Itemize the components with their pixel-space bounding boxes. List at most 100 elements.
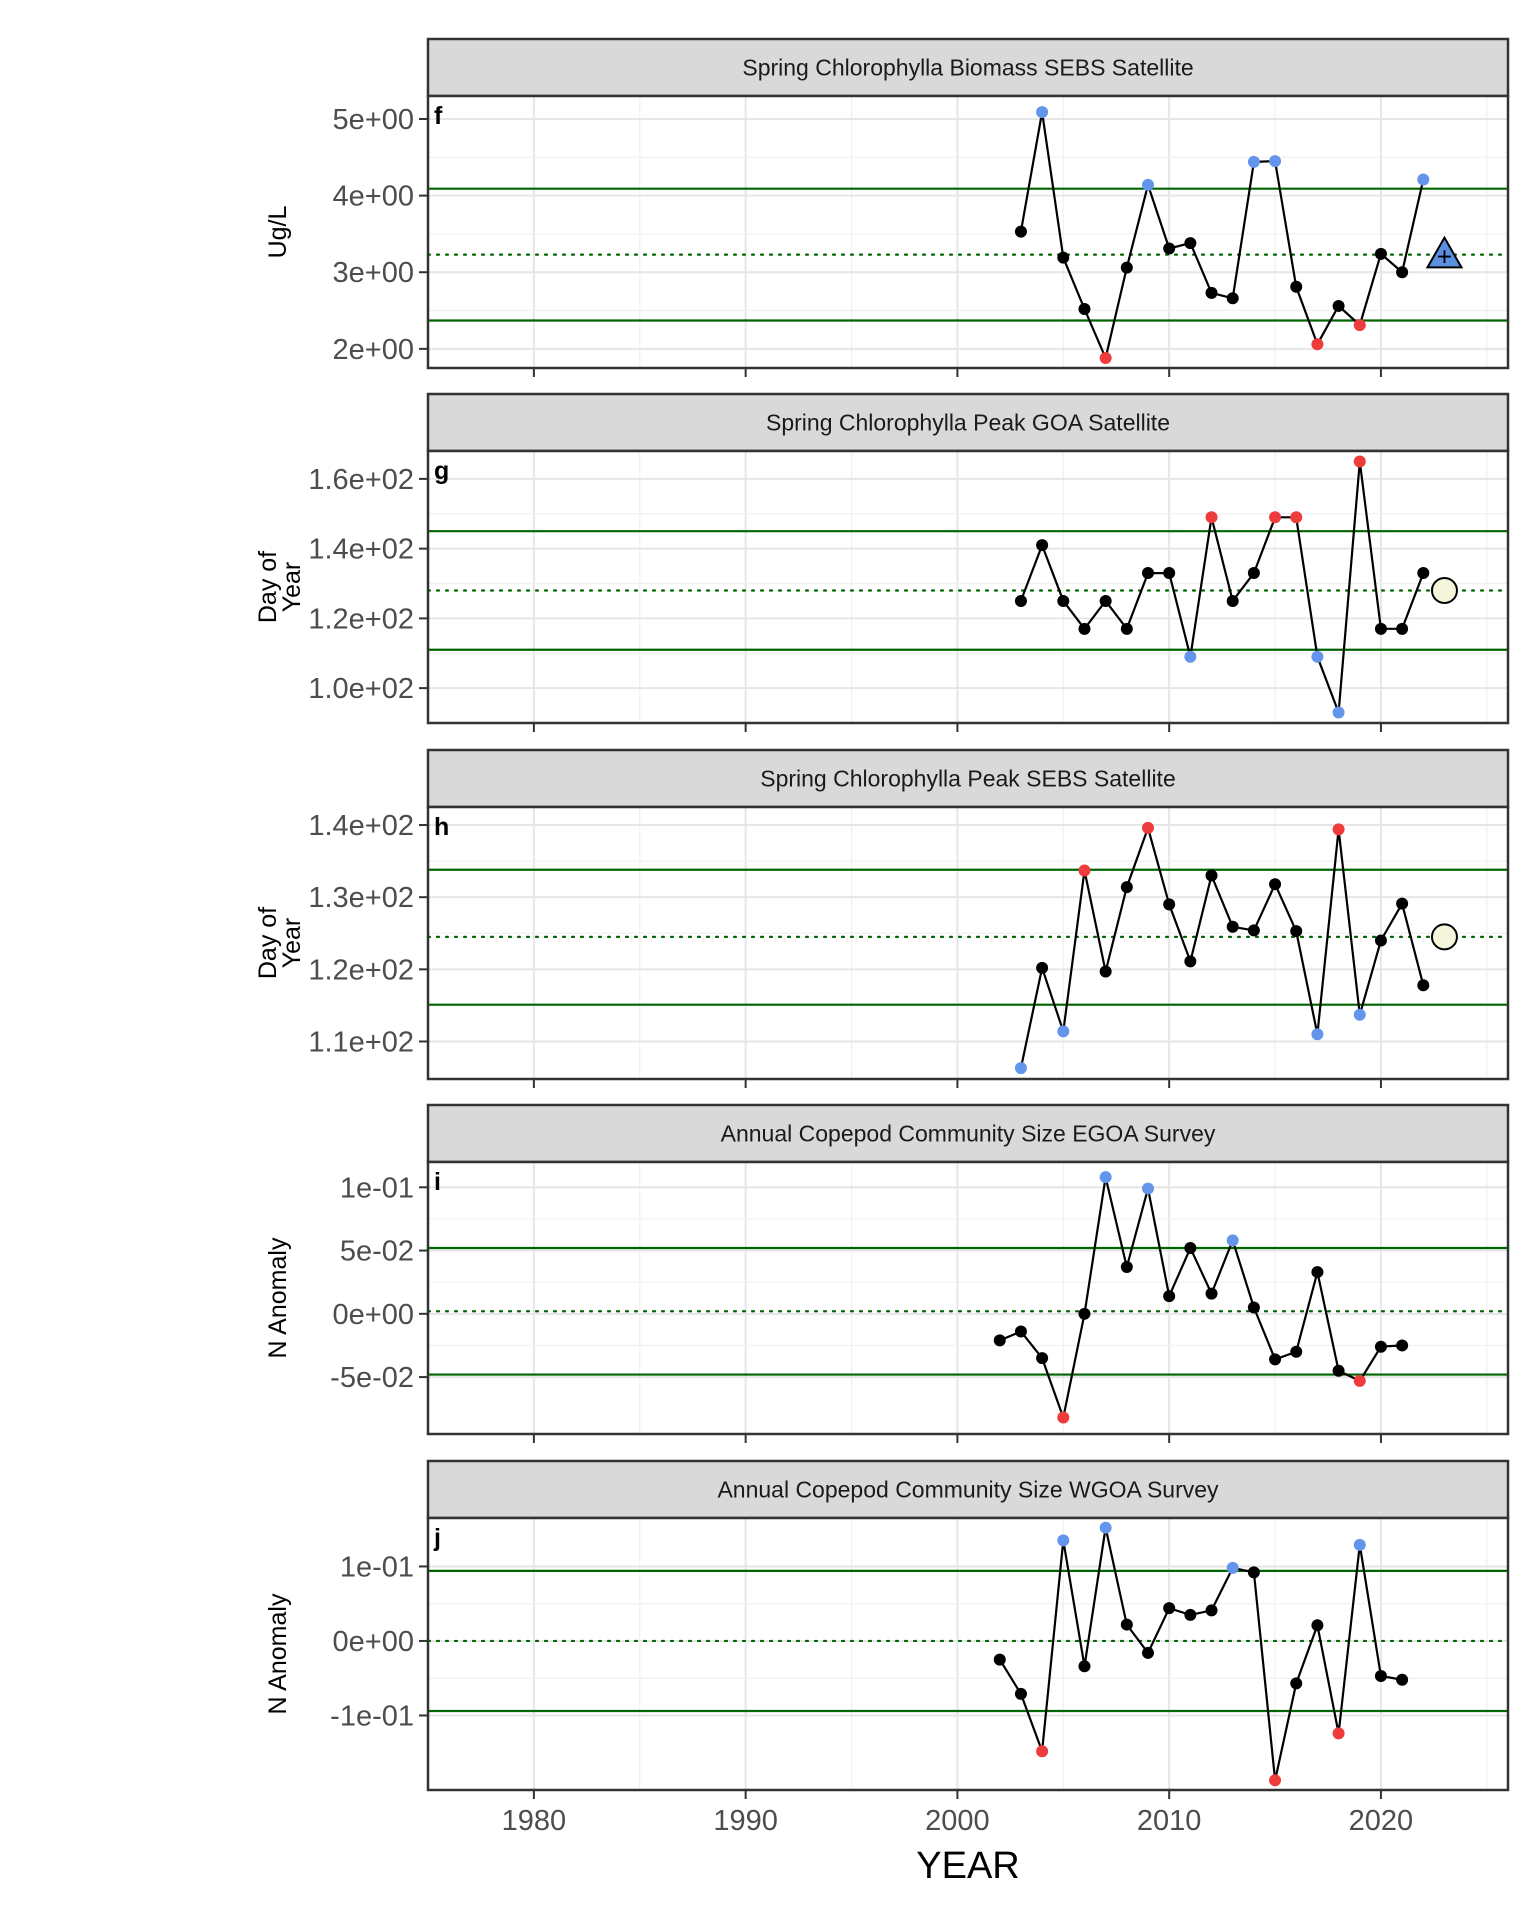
y-axis-label: N Anomaly	[264, 1593, 292, 1714]
data-point	[1247, 155, 1260, 168]
data-point	[1417, 979, 1430, 992]
panel-border	[426, 1160, 1510, 1436]
y-tick-label: -5e-02	[330, 1362, 414, 1394]
data-point	[1142, 567, 1154, 580]
data-point	[1205, 1604, 1218, 1617]
y-tick-label: 5e+00	[333, 104, 414, 136]
y-tick-label: 1.3e+02	[308, 882, 414, 914]
trend-circle	[1430, 923, 1458, 951]
x-tick-label: 1980	[502, 1805, 567, 1837]
panel-strip	[426, 37, 1510, 98]
panel-title: Spring Chlorophylla Peak GOA Satellite	[766, 410, 1170, 436]
y-tick-label: 1.0e+02	[308, 673, 414, 705]
panel-border	[426, 94, 1510, 370]
panel-title: Annual Copepod Community Size WGOA Surve…	[717, 1477, 1219, 1503]
panel-j: Annual Copepod Community Size WGOA Surve…	[264, 1459, 1510, 1887]
data-point	[1396, 1673, 1409, 1686]
data-point	[1226, 920, 1239, 933]
data-point	[1353, 455, 1366, 468]
y-axis-label: N Anomaly	[264, 1237, 292, 1358]
data-point	[1099, 594, 1112, 607]
trend-triangle	[1425, 235, 1464, 269]
data-point	[1247, 1566, 1260, 1579]
data-point	[1120, 261, 1133, 274]
x-tick-label: 2020	[1349, 1805, 1414, 1837]
data-point	[1290, 280, 1303, 293]
panel-f: Spring Chlorophylla Biomass SEBS Satelli…	[264, 37, 1510, 377]
data-point	[1417, 567, 1430, 580]
data-point	[1247, 1301, 1260, 1314]
data-point	[993, 1334, 1006, 1347]
data-point	[1226, 292, 1239, 305]
data-point	[1163, 1602, 1176, 1615]
data-point	[1078, 1660, 1091, 1673]
y-tick-label: 1.2e+02	[308, 954, 414, 986]
data-point	[1374, 1669, 1387, 1682]
data-point	[1057, 594, 1070, 607]
data-point	[1014, 1687, 1027, 1700]
data-point	[1057, 1025, 1070, 1038]
data-point	[1036, 106, 1049, 119]
panel-title: Spring Chlorophylla Peak SEBS Satellite	[760, 766, 1176, 792]
data-point	[1014, 1062, 1027, 1075]
panel-title: Annual Copepod Community Size EGOA Surve…	[721, 1121, 1216, 1147]
data-point	[1290, 1677, 1303, 1690]
data-point	[1311, 1028, 1324, 1041]
data-point	[1184, 650, 1197, 663]
data-point	[1120, 622, 1133, 635]
data-point	[1163, 242, 1176, 255]
data-point	[1311, 1619, 1324, 1632]
panel-strip	[426, 748, 1510, 809]
data-point	[1099, 1171, 1112, 1184]
data-point	[1205, 869, 1218, 882]
data-point	[1226, 594, 1239, 607]
data-point	[1184, 1242, 1197, 1255]
y-tick-label: 0e+00	[333, 1299, 414, 1331]
data-point	[1269, 878, 1282, 891]
data-point	[1078, 1307, 1091, 1320]
data-point	[1353, 1374, 1366, 1387]
y-tick-label: 1.4e+02	[308, 810, 414, 842]
panel-letter: i	[434, 1168, 441, 1196]
data-point	[1184, 955, 1197, 968]
data-point	[1269, 1774, 1282, 1787]
data-point	[1332, 706, 1345, 719]
data-point	[1184, 1608, 1197, 1621]
y-tick-label: 1.4e+02	[308, 534, 414, 566]
data-point	[1353, 1008, 1366, 1021]
data-point	[1332, 299, 1345, 312]
series-line	[999, 1176, 1403, 1422]
x-axis-label: YEAR	[916, 1845, 1019, 1887]
panel-title: Spring Chlorophylla Biomass SEBS Satelli…	[742, 55, 1193, 81]
panel-strip	[426, 1459, 1510, 1520]
y-axis-label: Day ofYear	[254, 907, 306, 979]
data-point	[1205, 1287, 1218, 1300]
data-point	[1290, 925, 1303, 938]
plot-area	[428, 807, 1508, 1079]
plot-area	[428, 451, 1508, 723]
data-point	[1311, 1266, 1324, 1279]
x-tick-label: 2000	[925, 1805, 990, 1837]
y-tick-label: 1e-01	[340, 1551, 414, 1583]
series-line	[998, 1527, 1403, 1781]
y-tick-label: 0e+00	[333, 1626, 414, 1658]
trend-plus: +	[1437, 242, 1452, 272]
data-point	[1014, 594, 1027, 607]
data-point	[1078, 622, 1091, 635]
data-point	[1396, 897, 1409, 910]
data-point	[1374, 1340, 1387, 1353]
data-point	[1057, 251, 1070, 264]
panel-border	[426, 1516, 1510, 1792]
data-point	[1099, 352, 1112, 365]
y-tick-label: 3e+00	[333, 257, 414, 289]
data-point	[1036, 539, 1049, 552]
data-point	[1396, 1339, 1409, 1352]
data-point	[1184, 237, 1197, 250]
series-line	[1019, 824, 1425, 1069]
data-point	[1396, 266, 1409, 279]
panel-strip	[426, 392, 1510, 453]
y-tick-label: 1.1e+02	[308, 1026, 414, 1058]
data-point	[1014, 1325, 1027, 1338]
plot-area	[428, 96, 1508, 368]
